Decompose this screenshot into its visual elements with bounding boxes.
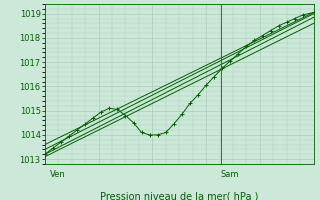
Text: Sam: Sam bbox=[221, 170, 239, 179]
Text: Pression niveau de la mer( hPa ): Pression niveau de la mer( hPa ) bbox=[100, 191, 258, 200]
Text: Ven: Ven bbox=[50, 170, 66, 179]
